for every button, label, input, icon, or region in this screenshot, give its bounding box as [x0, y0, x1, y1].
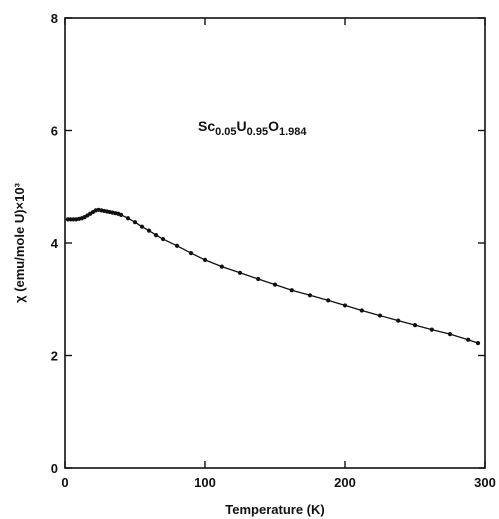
annotation-subscript-1: 0.95 [247, 126, 268, 138]
data-point [429, 327, 434, 332]
data-point [139, 224, 145, 229]
annotation-element-0: Sc [198, 118, 215, 134]
data-point [132, 220, 138, 225]
data-point [342, 303, 348, 308]
annotation-subscript-0: 0.05 [215, 126, 236, 138]
data-point [256, 276, 261, 282]
tick-labels-group: 0 100 200 300 0 2 4 6 8 [51, 11, 496, 490]
y-tick-label-6: 6 [51, 124, 58, 139]
data-point [307, 293, 313, 298]
data-point [272, 282, 278, 287]
data-point [359, 308, 364, 313]
data-point [219, 264, 224, 269]
data-point [447, 332, 453, 337]
x-tick-label-100: 100 [194, 475, 216, 490]
annotation-subscript-2: 1.984 [279, 126, 307, 138]
data-point [146, 228, 152, 233]
data-point [412, 323, 418, 328]
series-line-0 [67, 209, 479, 344]
y-tick-label-0: 0 [51, 461, 58, 476]
plot-frame [64, 17, 486, 469]
data-point [174, 243, 180, 248]
data-point [466, 337, 471, 342]
data-point [326, 298, 331, 303]
data-point [202, 257, 208, 262]
annotation-element-2: O [268, 118, 279, 134]
data-point [160, 236, 166, 242]
y-tick-label-8: 8 [51, 11, 58, 26]
data-point [118, 212, 124, 217]
axis-ticks-group [64, 17, 486, 469]
data-point [396, 318, 401, 323]
x-tick-label-300: 300 [474, 475, 496, 490]
data-point [153, 233, 159, 238]
x-axis-title: Temperature (K) [225, 502, 324, 517]
series-group [65, 207, 481, 346]
x-tick-label-200: 200 [334, 475, 356, 490]
y-tick-label-2: 2 [51, 349, 58, 364]
annotation-element-1: U [237, 118, 247, 134]
compound-annotation: Sc0.05U0.95O1.984 [198, 118, 307, 138]
data-point [237, 270, 243, 275]
x-tick-label-0: 0 [61, 475, 68, 490]
data-point [188, 251, 194, 256]
data-point [475, 341, 481, 346]
plot-frame-group [64, 17, 486, 469]
data-point [125, 216, 131, 221]
y-axis-title: χ (emu/mole U)×10³ [12, 182, 27, 302]
data-point [289, 288, 294, 293]
y-tick-label-4: 4 [51, 236, 59, 251]
data-point [377, 313, 383, 318]
